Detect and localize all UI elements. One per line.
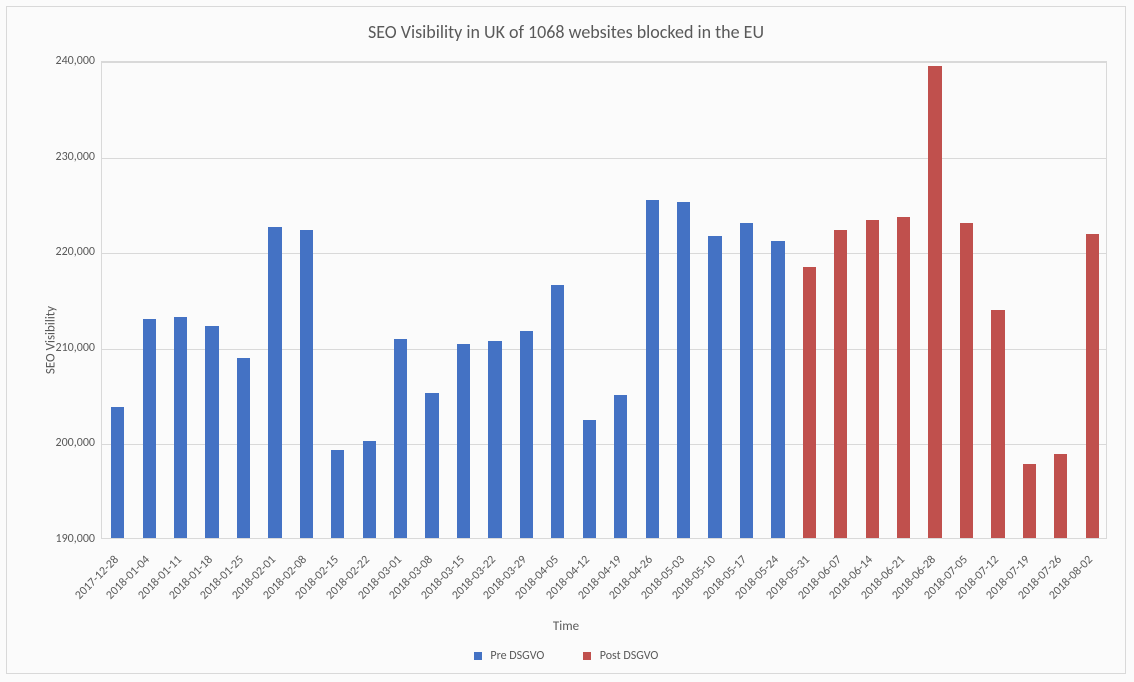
legend-label-pre: Pre DSGVO xyxy=(490,649,544,663)
bar-pre xyxy=(331,450,344,538)
bar-post xyxy=(960,223,973,538)
bar-pre xyxy=(425,393,438,538)
bar-pre xyxy=(205,326,218,538)
y-tick-label: 220,000 xyxy=(35,245,95,259)
bar-pre xyxy=(614,395,627,538)
bar-post xyxy=(1086,234,1099,538)
y-tick-label: 230,000 xyxy=(35,150,95,164)
bar-pre xyxy=(268,227,281,538)
y-tick-label: 210,000 xyxy=(35,341,95,355)
legend-item-post: Post DSGVO xyxy=(583,649,658,663)
bar-pre xyxy=(457,344,470,538)
bar-pre xyxy=(740,223,753,538)
gridline xyxy=(102,253,1106,254)
bar-post xyxy=(834,230,847,538)
y-tick-label: 200,000 xyxy=(35,436,95,450)
bar-pre xyxy=(143,319,156,538)
bar-pre xyxy=(174,317,187,538)
gridline xyxy=(102,158,1106,159)
bar-pre xyxy=(708,236,721,538)
gridline xyxy=(102,62,1106,63)
legend: Pre DSGVO Post DSGVO xyxy=(7,649,1125,663)
bar-post xyxy=(991,310,1004,538)
bar-pre xyxy=(771,241,784,538)
bar-pre xyxy=(111,407,124,538)
bar-pre xyxy=(300,230,313,538)
bar-pre xyxy=(520,331,533,538)
bar-pre xyxy=(394,339,407,538)
x-axis-title: Time xyxy=(7,619,1125,634)
bar-post xyxy=(928,66,941,538)
bar-pre xyxy=(363,441,376,539)
chart-title: SEO Visibility in UK of 1068 websites bl… xyxy=(7,21,1125,43)
legend-swatch-post xyxy=(583,652,591,660)
legend-swatch-pre xyxy=(474,652,482,660)
y-tick-label: 190,000 xyxy=(35,532,95,546)
bar-post xyxy=(866,220,879,538)
bar-pre xyxy=(583,420,596,538)
gridline xyxy=(102,444,1106,445)
bar-pre xyxy=(551,285,564,538)
bar-post xyxy=(803,267,816,539)
bar-pre xyxy=(488,341,501,538)
plot-area xyxy=(101,61,1107,539)
bar-post xyxy=(1023,464,1036,538)
bar-pre xyxy=(237,358,250,538)
legend-label-post: Post DSGVO xyxy=(600,649,659,663)
bar-pre xyxy=(646,200,659,538)
legend-item-pre: Pre DSGVO xyxy=(474,649,545,663)
y-tick-label: 240,000 xyxy=(35,54,95,68)
bar-pre xyxy=(677,202,690,538)
bar-post xyxy=(897,217,910,538)
gridline xyxy=(102,349,1106,350)
bar-post xyxy=(1054,454,1067,538)
chart-frame: SEO Visibility in UK of 1068 websites bl… xyxy=(6,6,1126,674)
